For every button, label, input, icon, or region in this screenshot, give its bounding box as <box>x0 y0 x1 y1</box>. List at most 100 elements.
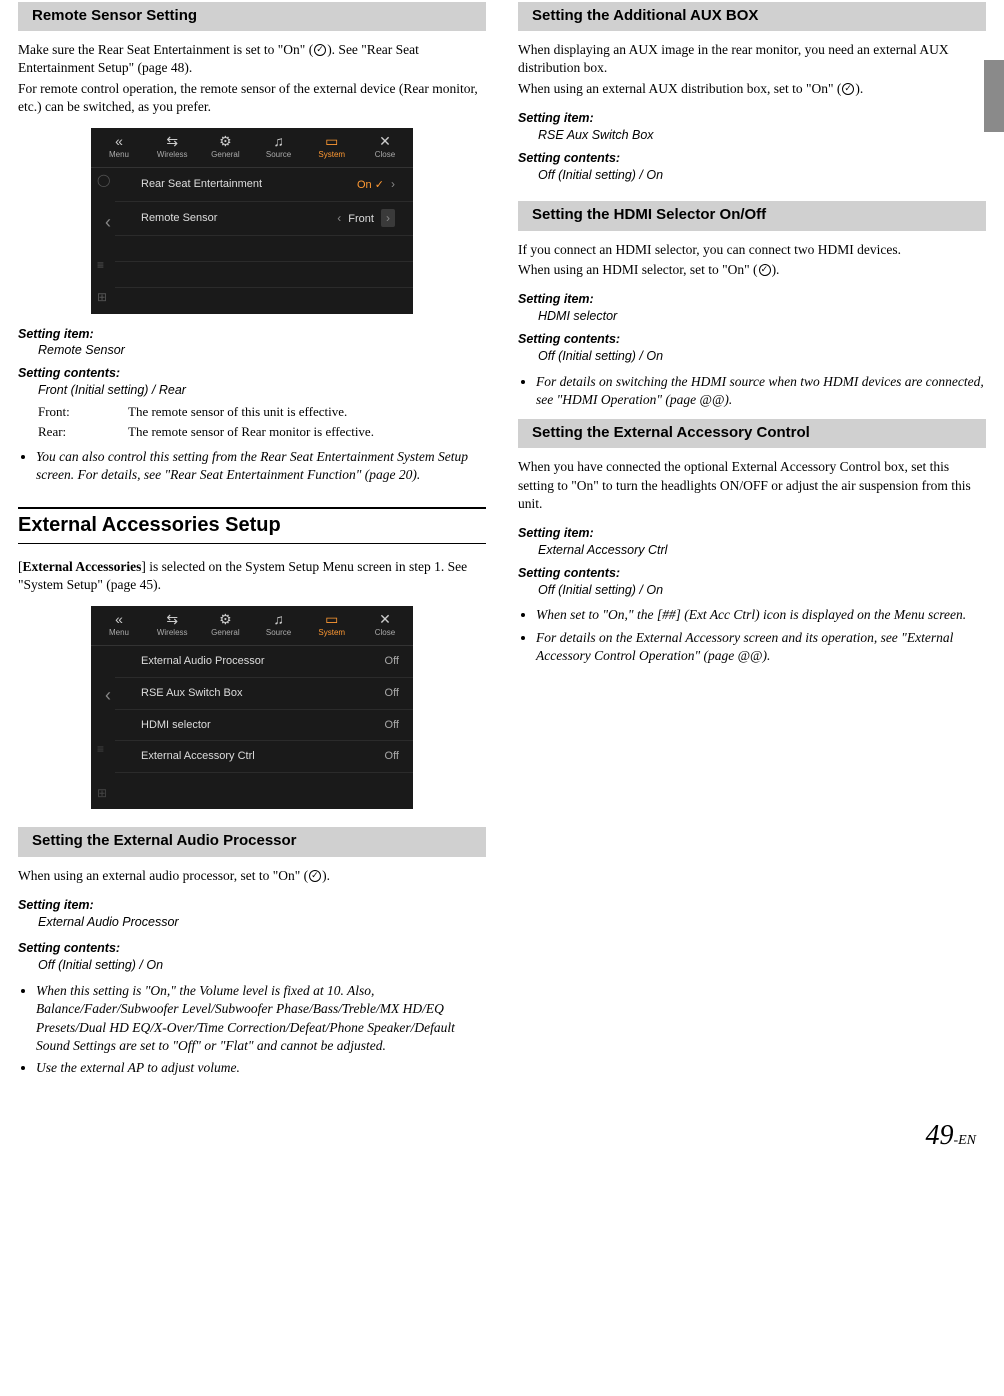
setting-block: Setting item: RSE Aux Switch Box Setting… <box>518 110 986 184</box>
value-text: Front <box>348 213 374 225</box>
tool-close: ✕ Close <box>365 612 405 639</box>
tool-source: ♫ Source <box>259 612 299 639</box>
music-icon: ♫ <box>259 612 299 626</box>
heading-ext-ctrl: Setting the External Accessory Control <box>518 419 986 448</box>
screenshot-row-empty <box>115 262 413 288</box>
note-item: You can also control this setting from t… <box>36 448 486 484</box>
page-number-suffix: -EN <box>953 1133 976 1148</box>
setting-item-label: Setting item: <box>18 326 486 343</box>
setting-contents-label: Setting contents: <box>518 565 986 582</box>
tool-label: Close <box>375 150 395 159</box>
setting-contents-label: Setting contents: <box>18 940 486 957</box>
row-label: RSE Aux Switch Box <box>141 686 243 701</box>
setting-contents-label: Setting contents: <box>518 150 986 167</box>
right-column: Setting the Additional AUX BOX When disp… <box>518 0 986 1087</box>
left-column: Remote Sensor Setting Make sure the Rear… <box>18 0 486 1087</box>
heading-hdmi: Setting the HDMI Selector On/Off <box>518 201 986 230</box>
setting-item-value: External Accessory Ctrl <box>538 542 986 559</box>
row-label: External Accessory Ctrl <box>141 749 255 764</box>
close-icon: ✕ <box>365 134 405 148</box>
heading-remote-sensor: Remote Sensor Setting <box>18 2 486 31</box>
setting-contents-value: Off (Initial setting) / On <box>538 582 986 599</box>
list-icon: ≡ <box>97 741 115 757</box>
note-list: When this setting is "On," the Volume le… <box>18 982 486 1077</box>
setting-item-label: Setting item: <box>518 110 986 127</box>
setting-item-label: Setting item: <box>518 525 986 542</box>
tool-menu: «Menu <box>99 612 139 639</box>
chevron-left-icon: ‹ <box>97 677 115 713</box>
text: ). <box>855 81 863 96</box>
row-value: On ✓ › <box>357 176 399 193</box>
row-value: Off <box>385 654 399 669</box>
tool-label: Source <box>266 628 291 637</box>
note-item: When set to "On," the [##] (Ext Acc Ctrl… <box>536 606 986 624</box>
close-icon: ✕ <box>365 612 405 626</box>
remote-sensor-body: Make sure the Rear Seat Entertainment is… <box>18 41 486 116</box>
tool-system: ▭System <box>312 134 352 161</box>
screenshot-toolbar: «Menu ⇆Wireless ⚙General ♫Source ▭System… <box>91 606 413 646</box>
body-text: When using an HDMI selector, set to "On"… <box>518 261 986 279</box>
screenshot-sidebar: ◯ ‹ ≡ ⊞ <box>91 168 115 314</box>
text: ). <box>772 262 780 277</box>
grid-icon: ⊞ <box>97 785 115 801</box>
list-icon: ≡ <box>97 257 115 273</box>
tool-label: Close <box>375 628 395 637</box>
note-list: For details on switching the HDMI source… <box>518 373 986 409</box>
row-value: Off <box>385 686 399 701</box>
body-text: When you have connected the optional Ext… <box>518 458 986 513</box>
tool-label: Wireless <box>157 150 188 159</box>
menu-icon: « <box>99 612 139 626</box>
definition-row: Front: The remote sensor of this unit is… <box>38 403 486 421</box>
definition-term: Front: <box>38 403 128 421</box>
setting-item-value: RSE Aux Switch Box <box>538 127 986 144</box>
setting-contents-value: Off (Initial setting) / On <box>38 957 486 974</box>
body-text: [External Accessories] is selected on th… <box>18 558 486 594</box>
screenshot-row: RSE Aux Switch Box Off <box>115 678 413 710</box>
note-list: You can also control this setting from t… <box>18 448 486 484</box>
wireless-icon: ⇆ <box>152 612 192 626</box>
setting-contents-value: Off (Initial setting) / On <box>538 348 986 365</box>
text: When using an external AUX distribution … <box>518 81 841 96</box>
screenshot-sidebar: ‹ ≡ ⊞ <box>91 646 115 809</box>
body-text: Make sure the Rear Seat Entertainment is… <box>18 41 486 77</box>
screenshot-row: Remote Sensor ‹ Front › <box>115 202 413 236</box>
tool-label: General <box>211 628 239 637</box>
side-tab <box>984 60 1004 132</box>
setting-contents-label: Setting contents: <box>518 331 986 348</box>
screenshot-row: External Audio ProcessorOff <box>115 646 413 678</box>
definition-text: The remote sensor of this unit is effect… <box>128 403 486 421</box>
chevron-left-icon: ‹ <box>97 204 115 240</box>
screenshot-external-accessories: «Menu ⇆Wireless ⚙General ♫Source ▭System… <box>91 606 413 809</box>
note-item: For details on switching the HDMI source… <box>536 373 986 409</box>
body-text: For remote control operation, the remote… <box>18 80 486 116</box>
note-item: For details on the External Accessory sc… <box>536 629 986 665</box>
setting-contents-value: Front (Initial setting) / Rear <box>38 382 486 399</box>
page-number-value: 49 <box>925 1120 953 1151</box>
text: When using an HDMI selector, set to "On"… <box>518 262 758 277</box>
setting-block: Setting item: External Accessory Ctrl Se… <box>518 525 986 599</box>
screenshot-main: Rear Seat Entertainment On ✓ › Remote Se… <box>115 168 413 314</box>
setting-item-value: External Audio Processor <box>38 914 486 931</box>
page: Remote Sensor Setting Make sure the Rear… <box>0 0 1004 1171</box>
screenshot-row-empty <box>115 773 413 809</box>
definition-list: Front: The remote sensor of this unit is… <box>18 403 486 440</box>
bold-text: External Accessories <box>23 559 142 574</box>
text: ). <box>322 868 330 883</box>
tool-close: ✕ Close <box>365 134 405 161</box>
monitor-icon: ▭ <box>312 612 352 626</box>
grid-icon: ⊞ <box>97 289 115 305</box>
tool-general: ⚙ General <box>205 612 245 639</box>
gear-icon: ⚙ <box>205 612 245 626</box>
gear-icon: ⚙ <box>205 134 245 148</box>
row-value: Off <box>385 718 399 733</box>
body-text: When using an external AUX distribution … <box>518 80 986 98</box>
body-text: If you connect an HDMI selector, you can… <box>518 241 986 259</box>
row-label: HDMI selector <box>141 718 211 733</box>
screenshot-remote-sensor: «Menu ⇆Wireless ⚙General ♫Source ▭System… <box>91 128 413 313</box>
check-icon <box>842 83 854 95</box>
monitor-icon: ▭ <box>312 134 352 148</box>
page-number: 49-EN <box>0 1087 1004 1171</box>
check-icon <box>759 264 771 276</box>
screenshot-row-empty <box>115 288 413 314</box>
definition-text: The remote sensor of Rear monitor is eff… <box>128 423 486 441</box>
